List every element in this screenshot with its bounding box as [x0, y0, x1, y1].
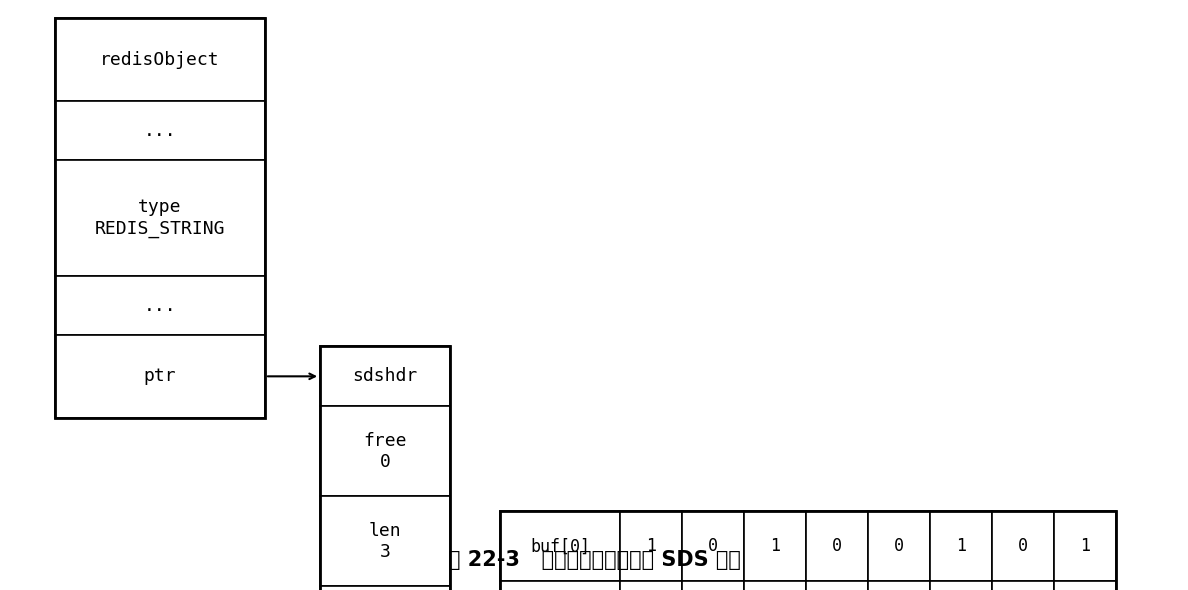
Bar [320, 346, 450, 590]
Text: 1: 1 [770, 537, 781, 555]
Text: buf[0]: buf[0] [530, 537, 590, 555]
Bar [320, 407, 450, 496]
Bar [55, 18, 265, 101]
Text: 1: 1 [646, 537, 656, 555]
Text: 0: 0 [832, 537, 842, 555]
Bar [55, 101, 265, 160]
Text: 0: 0 [895, 537, 904, 555]
Text: 0: 0 [1018, 537, 1028, 555]
Text: 1: 1 [1080, 537, 1091, 555]
Text: ...: ... [144, 122, 176, 139]
Bar [55, 335, 265, 418]
Bar [805, 512, 868, 581]
Bar [55, 276, 265, 335]
Bar [805, 581, 868, 590]
Text: 1: 1 [956, 537, 966, 555]
Bar [55, 18, 265, 418]
Bar [744, 512, 805, 581]
Bar [1054, 512, 1116, 581]
Text: ...: ... [144, 297, 176, 314]
Text: sdshdr: sdshdr [353, 368, 418, 385]
Bar [620, 512, 682, 581]
Text: free
0: free 0 [364, 432, 406, 471]
Bar [682, 512, 744, 581]
Bar [992, 512, 1054, 581]
Bar [930, 581, 992, 590]
Bar [500, 581, 620, 590]
Bar [55, 160, 265, 276]
Bar [682, 581, 744, 590]
Bar [1054, 581, 1116, 590]
Text: 0: 0 [708, 537, 718, 555]
Bar [744, 581, 805, 590]
Bar [500, 512, 1116, 590]
Text: redisObject: redisObject [100, 51, 220, 68]
Bar [320, 346, 450, 407]
Bar [930, 512, 992, 581]
Bar [992, 581, 1054, 590]
Bar [320, 496, 450, 586]
Text: len
3: len 3 [368, 522, 402, 560]
Text: 图 22-3   三字节长的位数组的 SDS 表示: 图 22-3 三字节长的位数组的 SDS 表示 [448, 550, 740, 570]
Text: type
REDIS_STRING: type REDIS_STRING [95, 198, 226, 238]
Bar [868, 512, 930, 581]
Text: ptr: ptr [144, 368, 176, 385]
Bar [320, 586, 450, 590]
Bar [620, 581, 682, 590]
Bar [868, 581, 930, 590]
Bar [500, 512, 620, 581]
